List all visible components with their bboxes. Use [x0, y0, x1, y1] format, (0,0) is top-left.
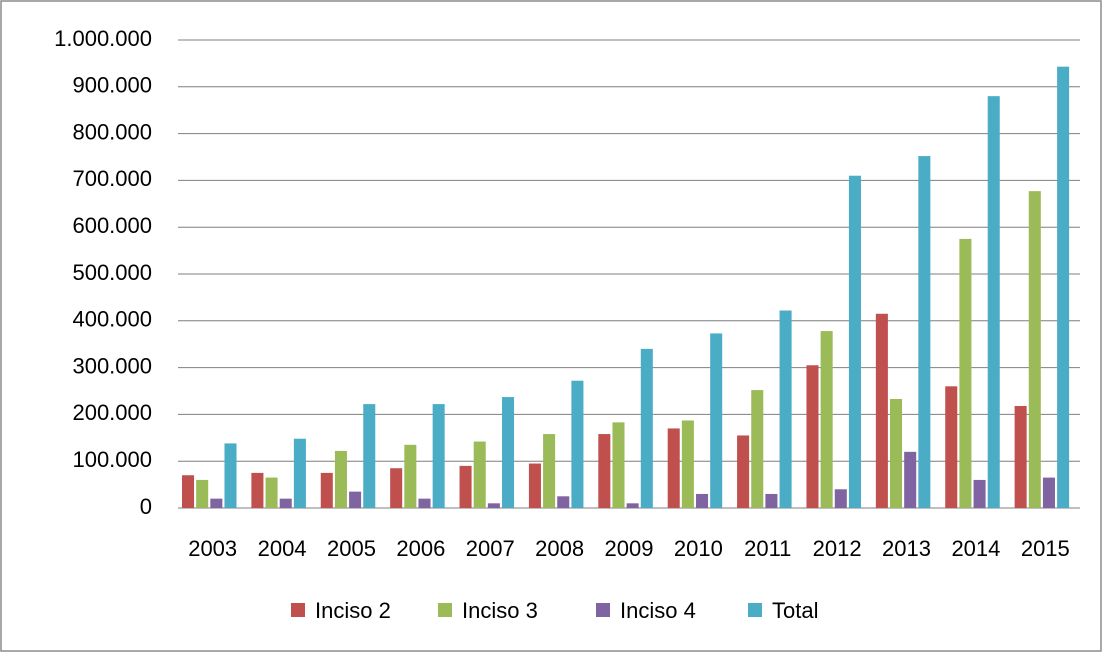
legend-label: Inciso 4 — [620, 598, 696, 623]
bar — [432, 404, 445, 508]
bar — [681, 420, 694, 508]
bar — [363, 404, 376, 508]
bar — [945, 386, 958, 508]
bar — [626, 503, 639, 508]
bar — [612, 422, 625, 508]
x-tick-label: 2006 — [396, 536, 445, 561]
bar — [737, 435, 750, 508]
legend-swatch — [438, 603, 452, 617]
bar — [1028, 191, 1041, 508]
bar — [293, 438, 306, 508]
bar — [820, 331, 833, 508]
bar — [848, 175, 861, 508]
bar — [334, 450, 347, 508]
bar — [557, 496, 570, 508]
bar — [1014, 405, 1027, 508]
bar — [418, 498, 431, 508]
y-tick-label: 100.000 — [72, 447, 152, 472]
x-tick-label: 2008 — [535, 536, 584, 561]
bar — [765, 493, 778, 508]
bar — [779, 310, 792, 508]
bar — [890, 398, 903, 508]
bar — [390, 468, 403, 508]
bar — [473, 441, 486, 508]
y-tick-label: 900.000 — [72, 73, 152, 98]
y-tick-label: 0 — [140, 494, 152, 519]
bar — [710, 333, 723, 508]
bar — [182, 475, 195, 508]
y-tick-label: 200.000 — [72, 400, 152, 425]
y-tick-label: 700.000 — [72, 166, 152, 191]
x-tick-label: 2009 — [605, 536, 654, 561]
y-tick-label: 600.000 — [72, 213, 152, 238]
x-tick-label: 2011 — [744, 536, 791, 561]
x-tick-label: 2010 — [674, 536, 723, 561]
x-tick-label: 2005 — [327, 536, 376, 561]
bar — [251, 472, 264, 508]
bar — [1042, 477, 1055, 508]
legend-label: Inciso 2 — [315, 598, 391, 623]
x-tick-label: 2003 — [188, 536, 237, 561]
bar — [487, 503, 500, 508]
x-tick-label: 2015 — [1021, 536, 1070, 561]
bar — [279, 498, 292, 508]
bar — [959, 238, 972, 508]
bar — [667, 428, 680, 508]
y-tick-label: 1.000.000 — [54, 26, 152, 51]
y-tick-label: 500.000 — [72, 260, 152, 285]
bar — [571, 380, 584, 508]
bar — [224, 443, 237, 508]
x-tick-label: 2014 — [951, 536, 1000, 561]
bar — [834, 489, 847, 508]
bar — [640, 348, 653, 508]
bar — [265, 477, 278, 508]
legend-label: Inciso 3 — [462, 598, 538, 623]
x-tick-label: 2007 — [466, 536, 515, 561]
bar — [806, 365, 819, 508]
legend-swatch — [291, 603, 305, 617]
bar — [875, 313, 888, 508]
bar — [696, 493, 709, 508]
x-tick-label: 2004 — [258, 536, 307, 561]
bar — [320, 472, 333, 508]
bar — [196, 479, 209, 508]
bar — [598, 434, 611, 508]
bar — [987, 96, 1000, 508]
bar — [459, 465, 472, 508]
bar — [1057, 66, 1070, 509]
bar — [904, 451, 917, 508]
legend-label: Total — [772, 598, 818, 623]
legend-swatch — [748, 603, 762, 617]
bar — [543, 434, 556, 508]
bar — [502, 397, 515, 508]
x-tick-label: 2013 — [882, 536, 931, 561]
bar — [349, 491, 362, 508]
bar — [751, 390, 764, 508]
y-tick-label: 800.000 — [72, 119, 152, 144]
x-tick-label: 2012 — [813, 536, 862, 561]
bar — [918, 156, 931, 508]
bar — [973, 479, 986, 508]
y-tick-label: 400.000 — [72, 307, 152, 332]
bar — [528, 463, 541, 508]
bar — [210, 498, 223, 508]
y-tick-label: 300.000 — [72, 353, 152, 378]
bar — [404, 444, 417, 508]
legend-swatch — [596, 603, 610, 617]
